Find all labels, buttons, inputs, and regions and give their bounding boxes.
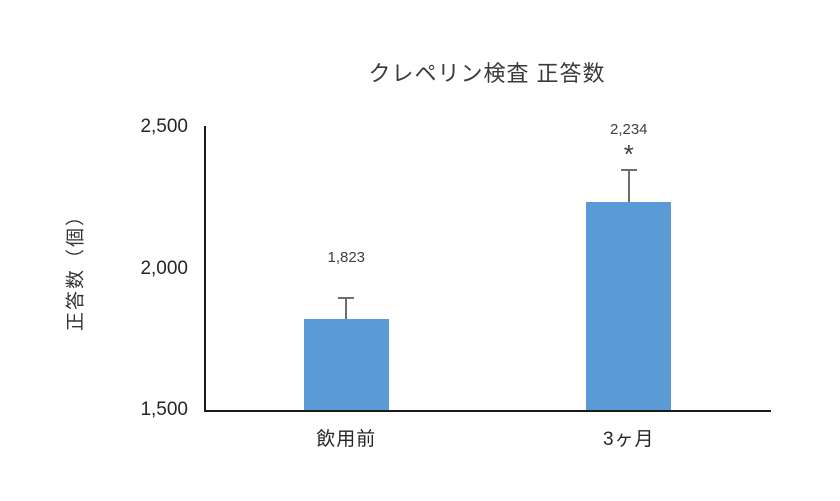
y-tick-label-2500: 2,500 [140, 116, 188, 137]
y-tick-label-1500: 1,500 [140, 399, 188, 420]
bar-before-drinking [303, 318, 389, 410]
bar-value-label: 1,823 [327, 248, 366, 266]
y-axis-label: 正答数（個） [65, 204, 87, 332]
y-tick-label-2000: 2,000 [140, 257, 188, 279]
bar-3-months [586, 202, 672, 410]
chart-title: クレペリン検査 正答数 [368, 61, 606, 86]
x-axis-line [204, 410, 771, 412]
y-axis-line [204, 126, 206, 412]
significance-asterisk: * [623, 138, 634, 169]
x-tick-label: 飲用前 [316, 429, 377, 450]
x-tick-label: 3ヶ月 [602, 429, 655, 450]
bar-value-label: 2,234 [609, 120, 648, 138]
